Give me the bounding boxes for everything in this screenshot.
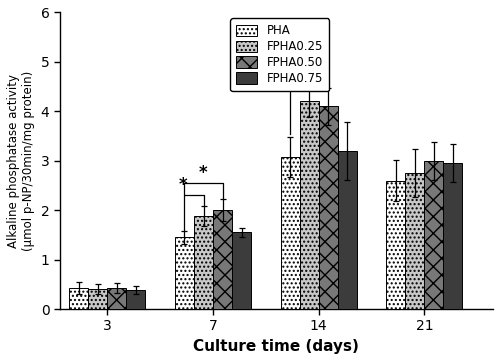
- Bar: [126, 290, 146, 309]
- X-axis label: Culture time (days): Culture time (days): [194, 339, 360, 354]
- Text: *: *: [305, 38, 314, 56]
- Bar: [280, 157, 299, 309]
- Bar: [386, 180, 406, 309]
- Bar: [444, 163, 462, 309]
- Bar: [318, 106, 338, 309]
- Text: *: *: [285, 56, 294, 74]
- Bar: [213, 210, 232, 309]
- Bar: [88, 289, 108, 309]
- Bar: [194, 216, 213, 309]
- Bar: [232, 232, 251, 309]
- Text: *: *: [199, 164, 208, 182]
- Y-axis label: Alkaline phosphatase activity
(μmol p-NP/30min/mg protein): Alkaline phosphatase activity (μmol p-NP…: [7, 71, 35, 251]
- Bar: [406, 173, 424, 309]
- Text: *: *: [179, 176, 188, 194]
- Legend: PHA, FPHA0.25, FPHA0.50, FPHA0.75: PHA, FPHA0.25, FPHA0.50, FPHA0.75: [230, 18, 329, 91]
- Bar: [424, 161, 444, 309]
- Bar: [175, 238, 194, 309]
- Bar: [300, 101, 318, 309]
- Bar: [108, 288, 126, 309]
- Bar: [70, 288, 88, 309]
- Bar: [338, 151, 356, 309]
